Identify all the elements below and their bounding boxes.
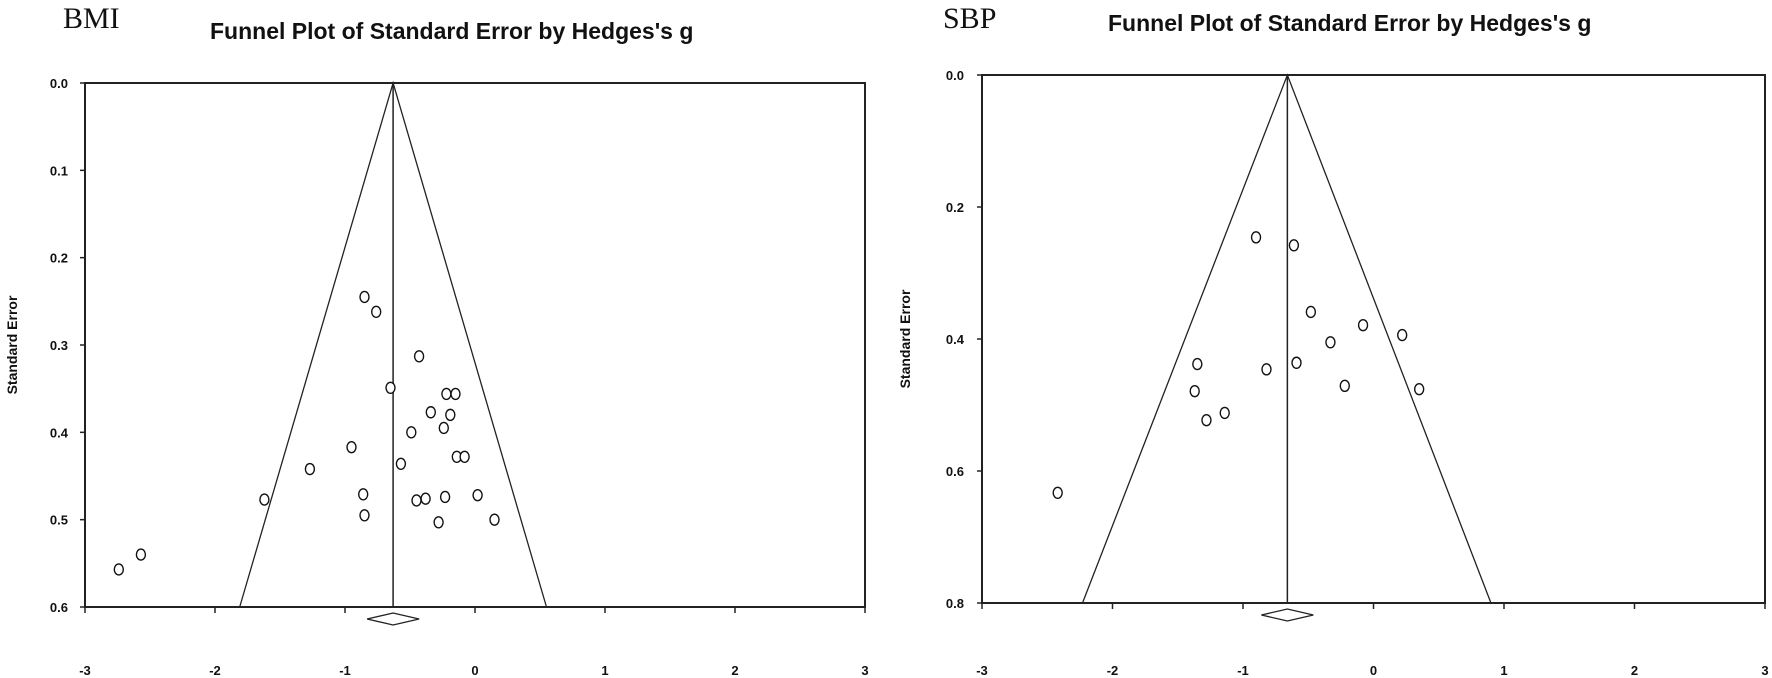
y-tick-label: 0.2 bbox=[946, 200, 964, 215]
study-point bbox=[1261, 363, 1272, 376]
x-tick-label: 1 bbox=[1500, 663, 1507, 678]
x-tick-label: -1 bbox=[1237, 663, 1249, 678]
y-tick-label: 0.0 bbox=[946, 68, 964, 83]
study-point bbox=[413, 350, 425, 363]
y-tick-label: 0.3 bbox=[50, 338, 68, 353]
study-point bbox=[358, 488, 369, 501]
study-point bbox=[395, 457, 407, 470]
funnel-plot: 0.0 0.1 0.2 0.3 0.4 0.5 0.6 -3 -2 -1 0 1 2 3 Standard … bbox=[4, 76, 869, 678]
x-tick-label: 0 bbox=[471, 663, 478, 678]
bmi-panel: BMI Funnel Plot of Standard Error by Hed… bbox=[4, 2, 869, 678]
panel-label: SBP bbox=[943, 2, 997, 35]
y-tick-label: 0.2 bbox=[50, 251, 68, 266]
study-point bbox=[411, 494, 422, 507]
x-tick-label: -2 bbox=[209, 663, 221, 678]
study-point bbox=[1189, 384, 1200, 398]
funnel-plot: 0.0 0.2 0.4 0.6 0.8 -3 -2 -1 0 1 2 3 Standard Error bbox=[897, 68, 1769, 678]
study-point bbox=[433, 516, 444, 529]
study-point bbox=[1397, 328, 1408, 342]
study-point bbox=[259, 493, 270, 506]
y-tick-label: 0.1 bbox=[50, 163, 68, 178]
x-tick-label: 2 bbox=[1631, 663, 1638, 678]
plot-frame bbox=[981, 74, 1766, 604]
study-point bbox=[459, 450, 470, 463]
x-tick-label: -3 bbox=[976, 663, 988, 678]
study-point bbox=[1201, 413, 1212, 427]
study-point bbox=[304, 462, 316, 476]
study-point bbox=[1192, 357, 1203, 371]
y-tick-label: 0.6 bbox=[946, 464, 964, 479]
study-point bbox=[445, 408, 456, 422]
y-tick-label: 0.4 bbox=[50, 425, 69, 440]
study-point bbox=[1357, 318, 1369, 332]
x-tick-label: 3 bbox=[861, 663, 868, 678]
study-point bbox=[472, 489, 483, 502]
y-tick-label: 0.8 bbox=[946, 596, 964, 611]
x-tick-label: -3 bbox=[79, 663, 91, 678]
study-point bbox=[113, 563, 125, 576]
chart-title: Funnel Plot of Standard Error by Hedges'… bbox=[210, 18, 694, 44]
study-point bbox=[371, 305, 382, 319]
funnel-lines bbox=[239, 80, 548, 608]
chart-title: Funnel Plot of Standard Error by Hedges'… bbox=[1108, 10, 1592, 36]
study-point bbox=[1325, 336, 1336, 349]
study-point bbox=[135, 548, 147, 561]
study-point bbox=[359, 509, 370, 522]
plot-frame bbox=[84, 82, 866, 608]
study-point bbox=[439, 490, 451, 504]
y-axis-label: Standard Error bbox=[4, 295, 20, 394]
x-tick-label: 2 bbox=[731, 663, 738, 678]
study-point bbox=[1305, 305, 1317, 319]
y-tick-label: 0.4 bbox=[946, 332, 965, 347]
study-point bbox=[441, 387, 452, 401]
study-point bbox=[1413, 382, 1425, 396]
x-tick-label: -1 bbox=[339, 663, 351, 678]
y-axis-label: Standard Error bbox=[897, 289, 913, 388]
y-tick-label: 0.6 bbox=[50, 600, 68, 615]
study-point bbox=[438, 421, 449, 435]
study-point bbox=[489, 513, 500, 526]
sbp-panel: SBP Funnel Plot of Standard Error by Hed… bbox=[886, 0, 1772, 678]
x-tick-label: -2 bbox=[1107, 663, 1119, 678]
study-point bbox=[1339, 379, 1350, 393]
study-point bbox=[1291, 356, 1302, 369]
x-tick-label: 3 bbox=[1761, 663, 1768, 678]
study-point bbox=[346, 440, 357, 454]
panel-label: BMI bbox=[63, 2, 120, 35]
funnel-lines bbox=[1081, 73, 1492, 604]
study-point bbox=[385, 381, 396, 394]
y-tick-label: 0.0 bbox=[50, 76, 68, 91]
x-tick-label: 0 bbox=[1370, 663, 1377, 678]
study-point bbox=[425, 406, 436, 419]
study-point bbox=[1288, 239, 1300, 252]
study-point bbox=[450, 387, 461, 401]
summary-diamond bbox=[366, 612, 420, 626]
study-point bbox=[359, 290, 370, 304]
x-tick-label: 1 bbox=[601, 663, 608, 678]
y-tick-label: 0.5 bbox=[50, 513, 68, 528]
study-point bbox=[420, 492, 431, 505]
study-point bbox=[1250, 231, 1262, 244]
study-point bbox=[1052, 486, 1063, 499]
study-point bbox=[1219, 406, 1230, 420]
study-point bbox=[406, 426, 417, 439]
summary-diamond bbox=[1261, 608, 1314, 622]
